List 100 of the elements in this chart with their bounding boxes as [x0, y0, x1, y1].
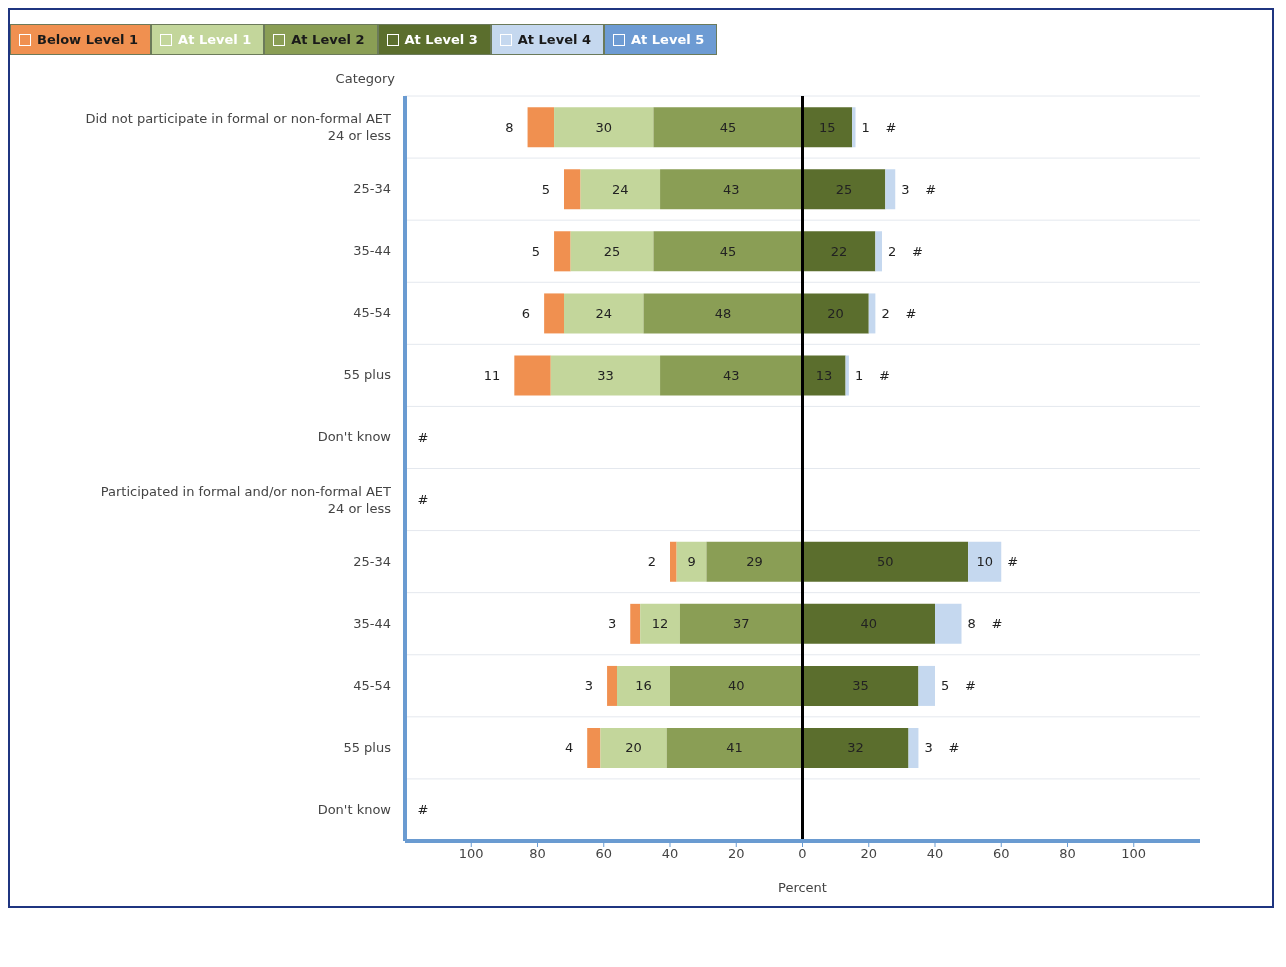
data-label: 3 [607, 616, 617, 632]
bar [918, 665, 935, 706]
data-label: 22 [830, 243, 848, 259]
data-label: 3 [901, 181, 910, 197]
bar [550, 355, 661, 396]
x-tick-label: 20 [860, 846, 878, 862]
text: # [905, 305, 917, 321]
legend-label: Below Level 1 [37, 32, 139, 47]
x-tick-label: 60 [992, 846, 1010, 862]
data-label: 5 [941, 678, 950, 694]
x-tick-label: 20 [727, 846, 745, 862]
bar [670, 541, 677, 582]
y-tick-label: Did not participate in formal or non-formal AET 24 or less [85, 110, 392, 143]
data-label: 25 [835, 181, 853, 197]
data-label: 45 [719, 243, 737, 259]
bar [802, 355, 846, 396]
bar [587, 728, 601, 769]
legend-label: At Level 4 [517, 32, 592, 47]
data-label: 2 [647, 554, 656, 570]
bar [544, 293, 564, 334]
y-tick-label: Participated in formal and/or non-formal AET 24 or less [100, 483, 392, 516]
x-tick-label: 40 [661, 846, 679, 862]
text: # [885, 119, 897, 135]
bar [514, 355, 551, 396]
data-label: 16 [635, 678, 652, 694]
data-label: 50 [877, 554, 894, 570]
bar [600, 728, 667, 769]
data-label: 43 [723, 181, 740, 197]
bar [527, 107, 555, 148]
legend-label: At Level 5 [631, 32, 705, 47]
data-label: 6 [521, 305, 531, 321]
bar [802, 603, 935, 644]
data-label: 35 [852, 678, 869, 694]
data-label: 40 [860, 616, 878, 632]
bar [617, 665, 670, 706]
data-label: 2 [888, 243, 897, 259]
data-label: 48 [714, 305, 732, 321]
bar [564, 169, 581, 210]
data-label: 41 [726, 740, 743, 756]
text: # [878, 367, 890, 383]
text: # [925, 181, 937, 197]
data-label: 11 [483, 367, 501, 383]
data-label: 32 [847, 740, 864, 756]
data-label: 33 [597, 367, 614, 383]
bar [607, 665, 617, 706]
bar [653, 231, 803, 272]
bar [643, 293, 803, 334]
x-tick-label: 100 [1121, 846, 1147, 862]
data-label: 20 [827, 305, 844, 321]
y-tick-label: Don't know [317, 801, 392, 817]
data-label: 24 [612, 181, 629, 197]
y-axis-title: Category [334, 71, 395, 86]
data-label: 5 [531, 243, 541, 259]
bar [580, 169, 661, 210]
text: # [417, 802, 429, 818]
bar [908, 728, 919, 769]
y-tick-label: 45-54 [353, 304, 391, 320]
bar [875, 231, 882, 272]
bar [660, 169, 803, 210]
bar [802, 728, 909, 769]
data-label: 40 [727, 678, 745, 694]
bar [554, 231, 571, 272]
bar [802, 541, 969, 582]
bar [885, 169, 896, 210]
text: # [417, 429, 429, 445]
bar [630, 603, 641, 644]
data-label: 4 [564, 740, 574, 756]
bar [868, 293, 876, 334]
text: # [948, 740, 960, 756]
x-tick-label: 80 [1059, 846, 1076, 862]
x-tick-label: 80 [529, 846, 546, 862]
bar [570, 231, 654, 272]
y-tick-label: 55 plus [343, 739, 392, 755]
y-tick-label: 45-54 [353, 677, 391, 693]
data-label: 37 [732, 616, 750, 632]
data-label: 24 [595, 305, 613, 321]
legend-label: At Level 2 [291, 32, 365, 47]
y-tick-label: 35-44 [353, 242, 391, 258]
data-label: 15 [819, 119, 836, 135]
bar [640, 603, 680, 644]
data-label: 8 [967, 616, 976, 632]
bar [845, 355, 849, 396]
bar [666, 728, 803, 769]
bar [802, 293, 869, 334]
data-label: 45 [719, 119, 737, 135]
y-tick-label: 35-44 [353, 615, 391, 631]
bar [802, 107, 853, 148]
bar [564, 293, 644, 334]
y-tick-label: Don't know [317, 428, 392, 444]
data-label: 20 [625, 740, 642, 756]
data-label: 1 [854, 367, 864, 383]
bar [802, 231, 876, 272]
x-tick-label: 0 [798, 846, 807, 862]
data-label: 3 [924, 740, 933, 756]
data-label: 8 [505, 119, 514, 135]
data-label: 25 [603, 243, 621, 259]
text: # [965, 678, 976, 694]
legend-label: At Level 3 [404, 32, 478, 47]
bar [679, 603, 803, 644]
data-label: 10 [976, 554, 993, 570]
